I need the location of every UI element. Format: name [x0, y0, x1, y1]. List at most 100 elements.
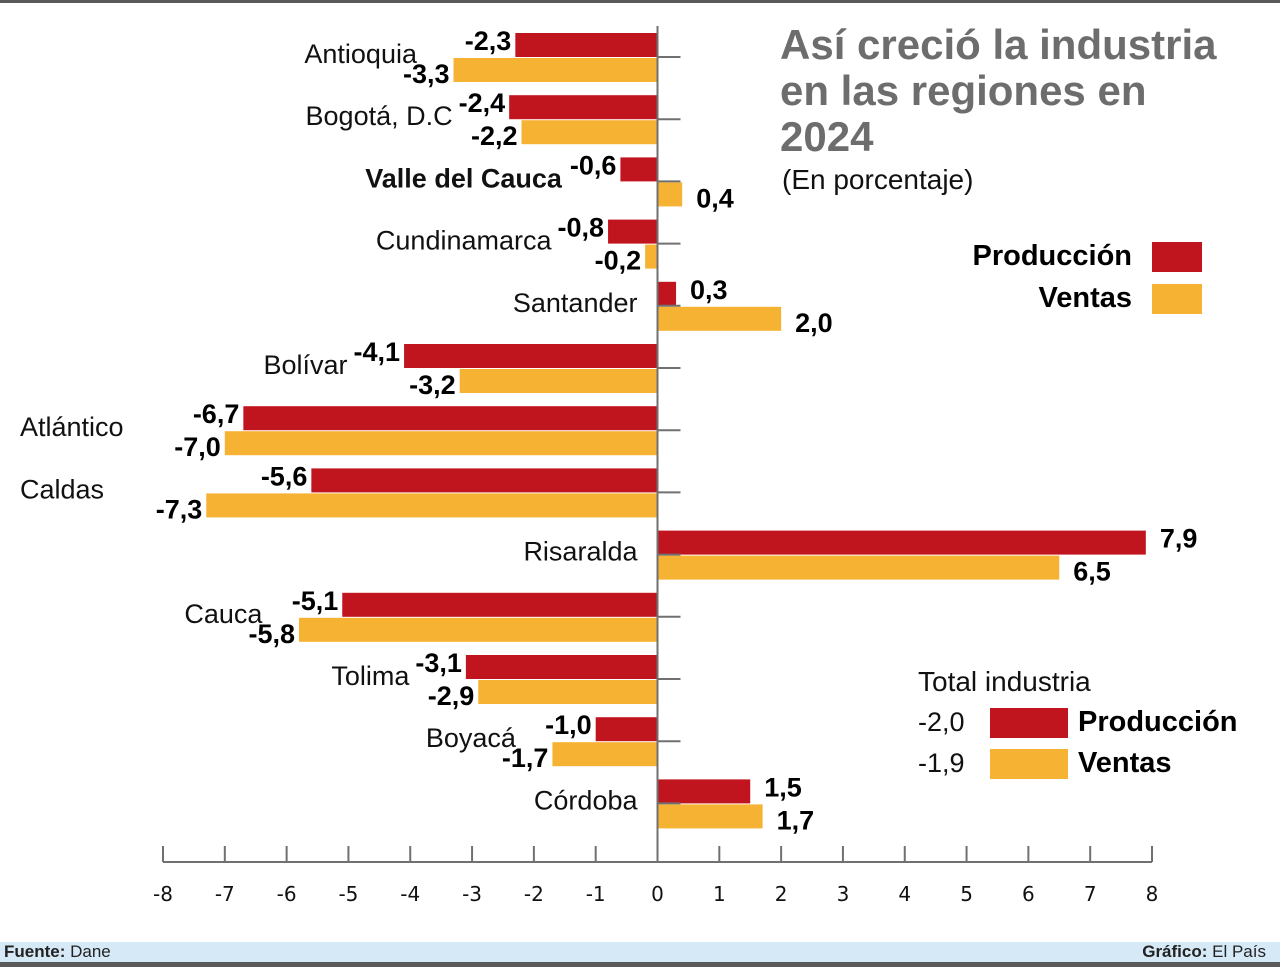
value-label-ventas: 2,0 [795, 308, 833, 338]
bar-ventas [453, 58, 658, 82]
bar-produccion [243, 406, 658, 431]
bar-ventas [552, 742, 658, 767]
value-label-produccion: -0,8 [558, 213, 605, 243]
x-tick-label: 8 [1146, 882, 1159, 906]
value-label-produccion: -5,6 [261, 461, 308, 491]
total-value: -1,9 [918, 748, 965, 778]
legend-item-ventas: Ventas [1038, 282, 1202, 315]
category-label: Valle del Cauca [365, 163, 563, 193]
value-label-ventas: -3,3 [403, 59, 450, 89]
value-label-produccion: -5,1 [292, 586, 339, 616]
top-border [0, 0, 1280, 3]
bar-ventas [657, 182, 683, 207]
bar-ventas [645, 244, 658, 269]
total-row-ventas: -1,9 Ventas [918, 747, 1238, 780]
category-label: Risaralda [523, 537, 638, 567]
category-label: Córdoba [534, 785, 639, 815]
credit-note: Gráfico: El País [1142, 942, 1266, 962]
x-tick-label: -4 [400, 882, 420, 906]
category-label: Antioquia [304, 39, 418, 69]
value-label-ventas: 1,7 [777, 805, 815, 835]
x-tick-label: 5 [960, 882, 973, 906]
value-label-produccion: -6,7 [193, 399, 240, 429]
value-label-ventas: 6,5 [1073, 557, 1111, 587]
x-tick-label: 1 [713, 882, 726, 906]
x-tick-label: -6 [277, 882, 297, 906]
bar-produccion [311, 468, 658, 493]
source-value: Dane [65, 942, 111, 961]
value-label-produccion: -1,0 [545, 710, 592, 740]
x-tick-label: -5 [338, 882, 358, 906]
bar-ventas [459, 369, 658, 393]
value-label-produccion: -0,6 [570, 150, 617, 180]
category-label: Tolima [331, 661, 410, 691]
bar-produccion [515, 33, 658, 57]
source-label: Fuente: [4, 942, 66, 961]
axes-layer [162, 26, 1153, 863]
value-label-ventas: -7,3 [156, 494, 203, 524]
value-label-ventas: -2,9 [428, 681, 475, 711]
category-label: Cauca [184, 599, 263, 629]
value-label-produccion: 1,5 [764, 772, 802, 802]
bar-ventas [298, 617, 658, 642]
bar-produccion [342, 592, 658, 617]
value-label-produccion: -4,1 [354, 337, 401, 367]
bar-produccion [608, 219, 658, 244]
chart-title: Así creció la industria en las regiones … [780, 21, 1217, 160]
total-label: Ventas [1078, 747, 1172, 779]
value-label-produccion: 7,9 [1160, 524, 1198, 554]
bar-produccion [620, 157, 658, 182]
x-tick-label: -7 [215, 882, 235, 906]
x-tick-label: 4 [898, 882, 911, 906]
total-industria-box: Total industria -2,0 Producción -1,9 Ven… [918, 666, 1238, 780]
category-label: Bolívar [263, 350, 347, 380]
credit-label: Gráfico: [1142, 942, 1208, 961]
category-label: Caldas [20, 474, 104, 504]
bar-ventas [224, 431, 658, 456]
bar-produccion [657, 530, 1146, 555]
total-swatch-ventas [990, 748, 1068, 779]
bar-ventas [521, 120, 658, 145]
value-label-ventas: -2,2 [471, 121, 518, 151]
x-tick-label: -1 [586, 882, 606, 906]
bar-ventas [206, 493, 658, 518]
legend-label: Ventas [1038, 282, 1133, 314]
x-tick-label: 2 [775, 882, 788, 906]
value-label-ventas: -7,0 [174, 432, 221, 462]
value-label-ventas: 0,4 [696, 183, 734, 213]
value-label-ventas: -1,7 [502, 743, 549, 773]
bar-produccion [657, 281, 677, 306]
total-value: -2,0 [918, 707, 965, 737]
bar-ventas [657, 555, 1060, 580]
source-note: Fuente: Dane [4, 942, 111, 962]
category-label: Cundinamarca [376, 226, 553, 256]
footer-bar: Fuente: Dane Gráfico: El País [0, 942, 1280, 962]
bar-produccion [404, 344, 658, 368]
total-swatch-produccion [990, 707, 1068, 738]
x-tick-label: -2 [524, 882, 544, 906]
category-label: Atlántico [20, 412, 124, 442]
category-label: Santander [513, 288, 638, 318]
bars-layer [206, 33, 1146, 829]
value-label-produccion: 0,3 [690, 275, 728, 305]
chart-subtitle: (En porcentaje) [782, 164, 974, 195]
bar-ventas [478, 680, 658, 704]
bar-produccion [657, 779, 751, 804]
category-label: Bogotá, D.C [306, 101, 453, 131]
value-label-ventas: -5,8 [248, 619, 295, 649]
category-label: Boyacá [426, 723, 517, 753]
total-title: Total industria [918, 666, 1091, 697]
total-row-produccion: -2,0 Producción [918, 706, 1238, 739]
x-tick-label: 0 [651, 882, 664, 906]
bar-ventas [657, 804, 763, 829]
value-label-ventas: -0,2 [595, 246, 642, 276]
value-label-produccion: -3,1 [415, 648, 462, 678]
total-label: Producción [1078, 706, 1238, 738]
legend-swatch-produccion [1152, 241, 1202, 272]
x-tick-label: 7 [1084, 882, 1097, 906]
bar-produccion [595, 717, 658, 742]
legend-item-produccion: Producción [972, 240, 1202, 273]
x-tick-label: -8 [153, 882, 173, 906]
